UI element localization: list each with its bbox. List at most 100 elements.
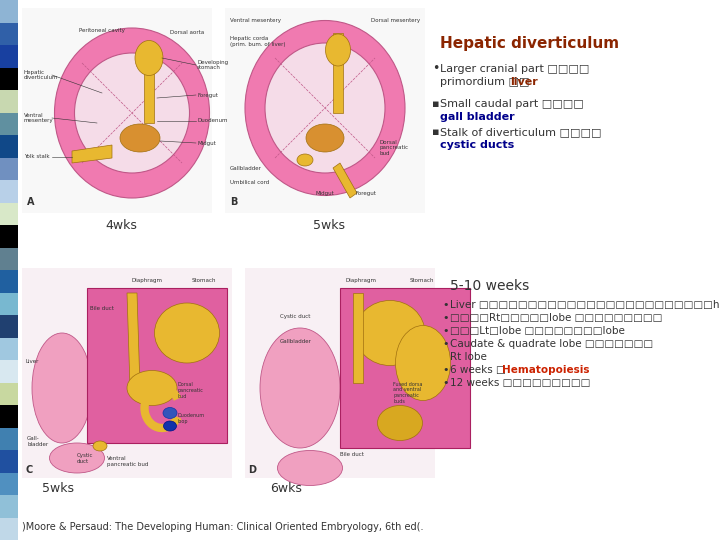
Ellipse shape (245, 21, 405, 195)
Text: 5wks: 5wks (313, 219, 345, 232)
Bar (22, 8, 212, 213)
Text: Hepatic corda
(prim. bum. of liver): Hepatic corda (prim. bum. of liver) (230, 36, 286, 47)
Ellipse shape (260, 328, 340, 448)
Text: Bile duct: Bile duct (90, 306, 114, 311)
Text: Foregut: Foregut (197, 92, 218, 98)
Text: •: • (442, 378, 449, 388)
Bar (225, 8, 425, 213)
Text: □□□Lt□lobe □□□□□□□□lobe: □□□Lt□lobe □□□□□□□□lobe (450, 326, 625, 336)
Ellipse shape (155, 303, 220, 363)
Text: Developing
stomach: Developing stomach (197, 59, 228, 70)
Bar (0, 112, 18, 135)
Text: Hepatic diverticulum: Hepatic diverticulum (440, 36, 619, 51)
Ellipse shape (277, 450, 343, 485)
Ellipse shape (163, 408, 177, 418)
Text: liver: liver (510, 77, 538, 87)
Ellipse shape (93, 441, 107, 451)
Text: Ventral
pancreatic bud: Ventral pancreatic bud (107, 456, 148, 467)
Bar (0, 45, 18, 68)
Text: )Moore & Persaud: The Developing Human: Clinical Oriented Embryology, 6th ed(.: )Moore & Persaud: The Developing Human: … (22, 522, 423, 532)
Text: Larger cranial part □□□□: Larger cranial part □□□□ (440, 64, 590, 74)
Text: Dorsal
pancreatic
bud: Dorsal pancreatic bud (177, 382, 203, 399)
Ellipse shape (135, 40, 163, 76)
Polygon shape (144, 43, 154, 123)
Text: primordium □□: primordium □□ (440, 77, 529, 87)
Bar (0, 315, 18, 338)
Text: Small caudal part □□□□: Small caudal part □□□□ (440, 99, 584, 109)
Text: Diaphragm: Diaphragm (345, 278, 376, 283)
Text: ▪: ▪ (432, 99, 439, 109)
Text: Dorsal
pancreatic
bud: Dorsal pancreatic bud (380, 140, 409, 156)
Text: Dorsal mesentery: Dorsal mesentery (371, 18, 420, 23)
Text: Dorsal aorta: Dorsal aorta (170, 30, 204, 35)
Ellipse shape (55, 28, 210, 198)
Text: •: • (442, 313, 449, 323)
Ellipse shape (355, 300, 425, 366)
Bar (22, 268, 232, 478)
Text: Duodenum
loop: Duodenum loop (177, 413, 204, 424)
Bar (0, 495, 18, 517)
Ellipse shape (74, 53, 189, 173)
Bar (0, 135, 18, 158)
Bar (245, 268, 435, 478)
Ellipse shape (377, 406, 423, 441)
Text: Cystic duct: Cystic duct (280, 314, 310, 319)
Text: Fused dorsa
and ventral
pancreatic
buds: Fused dorsa and ventral pancreatic buds (393, 382, 423, 404)
Ellipse shape (306, 124, 344, 152)
Ellipse shape (325, 34, 351, 66)
Bar (340, 288, 470, 448)
Text: 12 weeks □□□□□□□□□: 12 weeks □□□□□□□□□ (450, 378, 590, 388)
Text: ▪: ▪ (432, 127, 439, 137)
Text: Cystic
duct: Cystic duct (77, 453, 94, 464)
Text: 5wks: 5wks (42, 482, 74, 495)
Text: Hepatic
diverticulum: Hepatic diverticulum (24, 70, 58, 80)
Bar (0, 225, 18, 247)
Ellipse shape (297, 154, 313, 166)
Text: Umbilical cord: Umbilical cord (230, 180, 269, 186)
Bar (0, 472, 18, 495)
Text: •: • (442, 326, 449, 336)
Bar (0, 293, 18, 315)
Ellipse shape (395, 326, 451, 401)
Text: C: C (25, 465, 32, 475)
Bar (0, 202, 18, 225)
Text: Stomach: Stomach (192, 278, 217, 283)
Bar (0, 90, 18, 112)
Text: Gallbladder: Gallbladder (230, 165, 262, 171)
Text: Ventral
mesentery: Ventral mesentery (24, 113, 53, 124)
Text: 6 weeks □: 6 weeks □ (450, 365, 505, 375)
Ellipse shape (120, 124, 160, 152)
Text: Hematopoiesis: Hematopoiesis (502, 365, 590, 375)
Bar (0, 360, 18, 382)
Text: •: • (442, 300, 449, 310)
Text: 4wks: 4wks (105, 219, 137, 232)
Text: Stalk of diverticulum □□□□: Stalk of diverticulum □□□□ (440, 127, 601, 137)
Ellipse shape (163, 421, 176, 431)
Bar (0, 68, 18, 90)
Text: Yolk stalk: Yolk stalk (24, 154, 50, 159)
Text: D: D (248, 465, 256, 475)
Text: Bile duct: Bile duct (340, 452, 364, 457)
Text: •: • (442, 365, 449, 375)
Bar (0, 23, 18, 45)
Text: A: A (27, 197, 35, 207)
Bar (0, 247, 18, 270)
Text: B: B (230, 197, 238, 207)
Bar (0, 517, 18, 540)
Text: □□□□Rt□□□□□lobe □□□□□□□□□: □□□□Rt□□□□□lobe □□□□□□□□□ (450, 313, 662, 323)
Polygon shape (333, 163, 357, 198)
Ellipse shape (127, 370, 177, 406)
Bar (0, 180, 18, 202)
Text: Foregut: Foregut (355, 191, 376, 195)
Bar (0, 338, 18, 360)
Bar (0, 382, 18, 405)
Polygon shape (353, 293, 363, 383)
Text: •: • (432, 62, 439, 75)
Text: Stomach: Stomach (410, 278, 434, 283)
Text: Gallbladder: Gallbladder (280, 339, 312, 344)
Text: Liver: Liver (25, 359, 38, 364)
Bar (87, 288, 227, 443)
Text: Caudate & quadrate lobe □□□□□□□: Caudate & quadrate lobe □□□□□□□ (450, 339, 653, 349)
Text: Liver □□□□□□□□□□□□□□□□□□□□□□□□hen: Liver □□□□□□□□□□□□□□□□□□□□□□□□hen (450, 300, 720, 310)
Ellipse shape (265, 43, 385, 173)
